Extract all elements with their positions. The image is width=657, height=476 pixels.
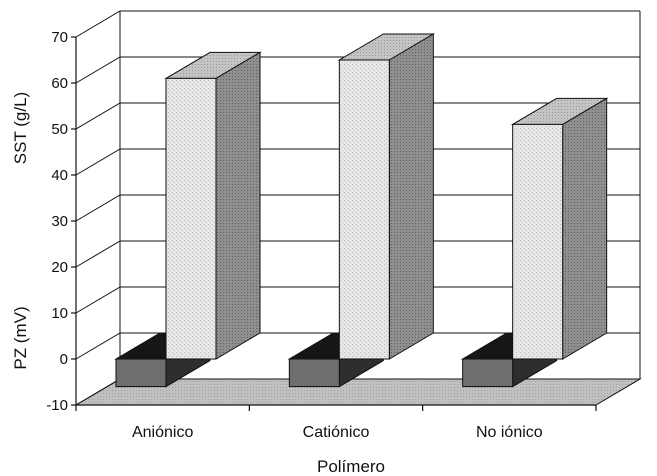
- bar-sst-0: [164, 51, 262, 360]
- y-tick-label: 0: [60, 351, 68, 368]
- y-tick-label: 40: [51, 167, 68, 184]
- bar-pz-2-front: [462, 358, 514, 388]
- x-tick-label: No iónico: [476, 424, 543, 441]
- y-tick-label: -10: [46, 397, 68, 414]
- bar-pz-1-front: [288, 358, 340, 388]
- bar-sst-1-front: [338, 59, 390, 360]
- bar-sst-2-front: [512, 123, 564, 360]
- bar-sst-2: [510, 97, 609, 360]
- x-tick-label: Aniónico: [132, 424, 193, 441]
- y-axis-label-top: SST (g/L): [11, 92, 30, 164]
- y-tick-label: 10: [51, 305, 68, 322]
- y-tick-label: 50: [51, 121, 68, 138]
- x-tick-label: Catiónico: [303, 424, 370, 441]
- y-tick-label: 70: [51, 29, 68, 46]
- bar-sst-2-side: [562, 97, 608, 360]
- y-tick-label: 30: [51, 213, 68, 230]
- y-tick-label: 20: [51, 259, 68, 276]
- y-tick-label: 60: [51, 75, 68, 92]
- gridline: [75, 10, 640, 38]
- bar-sst-0-front: [165, 77, 217, 360]
- bar-sst-1: [337, 33, 436, 360]
- bar-sst-1-side: [388, 33, 434, 360]
- bar-sst-0-side: [215, 51, 261, 360]
- x-axis-label: Polímero: [317, 457, 385, 476]
- y-axis-label-bottom: PZ (mV): [11, 306, 30, 369]
- bar-pz-0-front: [115, 358, 167, 388]
